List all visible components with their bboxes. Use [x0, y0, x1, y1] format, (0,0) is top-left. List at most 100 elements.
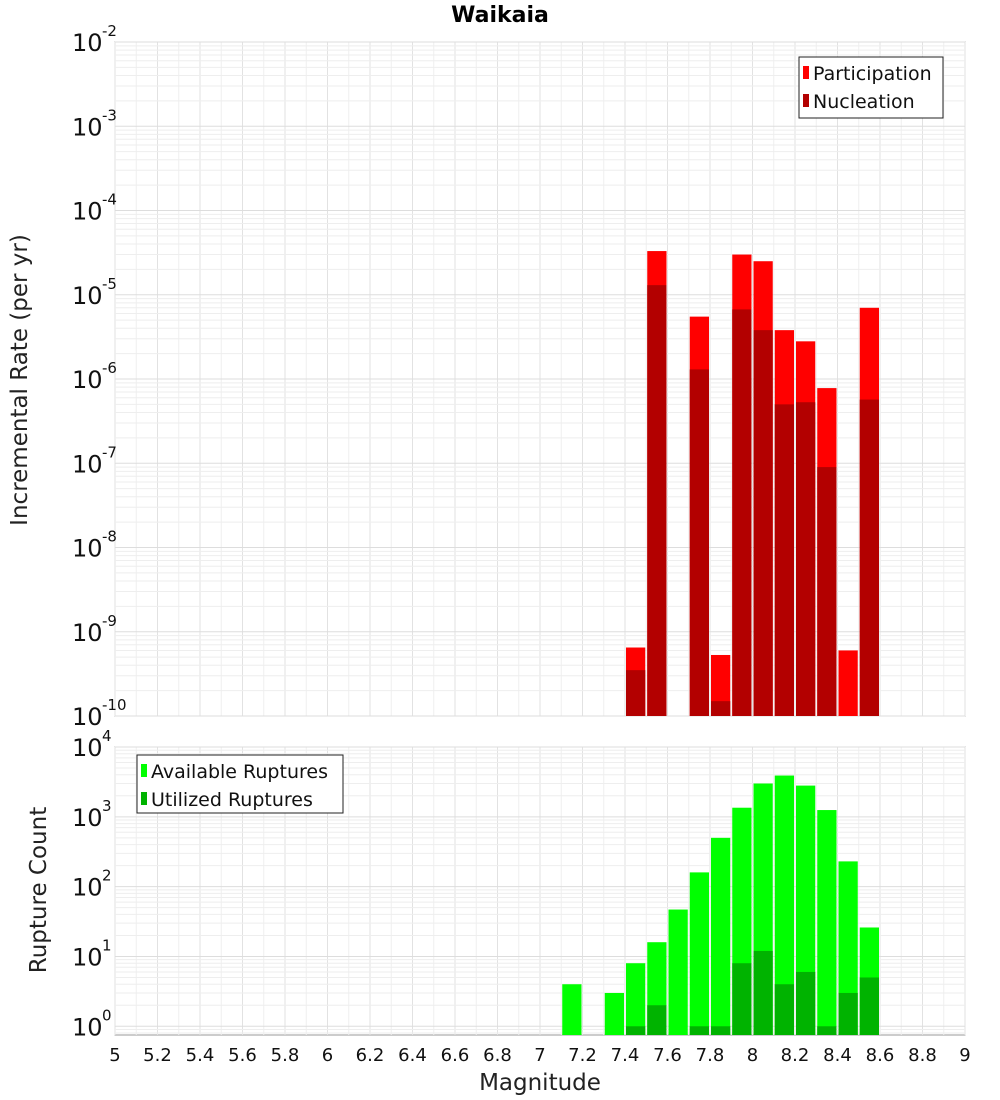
y-tick-exponent: -8: [102, 528, 117, 546]
x-tick-label: 5.6: [228, 1045, 257, 1066]
y-tick-label: 10: [72, 198, 103, 226]
bar-available-ruptures: [817, 810, 837, 1035]
legend-swatch: [803, 94, 809, 107]
y-tick-exponent: -6: [102, 359, 117, 377]
x-tick-label: 9: [959, 1045, 970, 1066]
y-tick-label: 10: [72, 734, 103, 762]
bar-nucleation: [711, 701, 731, 716]
y-tick-label: 10: [72, 619, 103, 647]
x-axis-title: Magnitude: [479, 1070, 601, 1096]
legend-label: Available Ruptures: [151, 761, 328, 783]
legend-box: [136, 754, 344, 814]
bar-nucleation: [732, 309, 752, 716]
bar-available-ruptures: [711, 837, 731, 1035]
top-bars: [626, 251, 879, 717]
y-tick-exponent: -7: [102, 443, 117, 461]
top-legend: Participation Nucleation: [798, 56, 944, 119]
y-tick-exponent: 3: [102, 797, 112, 815]
x-tick-label: 7.4: [611, 1045, 640, 1066]
x-tick-label: 6.2: [356, 1045, 385, 1066]
top-grid: [114, 41, 966, 717]
y-tick-exponent: -4: [102, 191, 117, 209]
bar-utilized-ruptures: [711, 1026, 731, 1035]
bottom-bars: [562, 775, 879, 1035]
bar-participation: [838, 650, 858, 716]
x-tick-label: 7.8: [696, 1045, 725, 1066]
bar-available-ruptures: [604, 992, 624, 1035]
bar-nucleation: [647, 285, 667, 716]
y-tick-exponent: 4: [102, 727, 112, 745]
x-tick-label: 5.8: [271, 1045, 300, 1066]
y-tick-label: 10: [72, 874, 103, 902]
bar-utilized-ruptures: [732, 963, 752, 1035]
bottom-legend: Available Ruptures Utilized Ruptures: [136, 754, 344, 814]
y-tick-exponent: -3: [102, 106, 117, 124]
y-tick-exponent: 1: [102, 936, 112, 954]
bar-utilized-ruptures: [817, 1026, 837, 1035]
y-tick-label: 10: [72, 703, 103, 731]
bar-utilized-ruptures: [838, 992, 858, 1035]
x-tick-label: 7: [534, 1045, 545, 1066]
bar-nucleation: [817, 467, 837, 716]
bar-nucleation: [796, 402, 816, 716]
x-tick-label: 5: [109, 1045, 120, 1066]
y-tick-label: 10: [72, 1013, 103, 1041]
legend-label: Nucleation: [813, 91, 915, 113]
bar-available-ruptures: [838, 861, 858, 1035]
y-tick-exponent: -5: [102, 275, 117, 293]
x-tick-label: 7.2: [568, 1045, 597, 1066]
bar-utilized-ruptures: [753, 950, 773, 1035]
x-tick-label: 8.8: [908, 1045, 937, 1066]
x-tick-label: 6.4: [398, 1045, 427, 1066]
x-tick-label: 6: [322, 1045, 333, 1066]
bar-available-ruptures: [626, 963, 646, 1035]
legend-label: Participation: [813, 63, 932, 85]
bar-utilized-ruptures: [647, 1005, 667, 1035]
legend-box: [798, 56, 944, 119]
y-tick-label: 10: [72, 366, 103, 394]
y-tick-label: 10: [72, 450, 103, 478]
bar-utilized-ruptures: [796, 971, 816, 1035]
x-tick-label: 7.6: [653, 1045, 682, 1066]
x-tick-label: 8.6: [866, 1045, 895, 1066]
bar-nucleation: [626, 670, 646, 716]
top-y-axis-title: Incremental Rate (per yr): [7, 234, 33, 526]
bar-available-ruptures: [774, 775, 794, 1035]
legend-swatch: [803, 66, 809, 79]
bar-utilized-ruptures: [626, 1026, 646, 1035]
top-panel: 10-210-310-410-510-610-710-810-910-10 Pa…: [72, 22, 966, 731]
y-tick-label: 10: [72, 804, 103, 832]
y-tick-label: 10: [72, 29, 103, 57]
bar-utilized-ruptures: [774, 984, 794, 1035]
bar-nucleation: [859, 399, 879, 716]
bar-nucleation: [753, 330, 773, 716]
bar-available-ruptures: [689, 872, 709, 1035]
bar-utilized-ruptures: [859, 977, 879, 1035]
y-tick-exponent: -9: [102, 612, 117, 630]
legend-label: Utilized Ruptures: [151, 789, 313, 811]
chart-title: Waikaia: [451, 3, 549, 28]
y-tick-label: 10: [72, 535, 103, 563]
y-tick-exponent: 0: [102, 1006, 112, 1024]
legend-swatch: [141, 764, 147, 777]
bottom-y-axis-title: Rupture Count: [26, 807, 52, 973]
y-tick-exponent: -2: [102, 22, 117, 40]
y-tick-label: 10: [72, 943, 103, 971]
y-tick-exponent: 2: [102, 867, 112, 885]
bar-available-ruptures: [668, 909, 688, 1035]
x-tick-label: 6.6: [441, 1045, 470, 1066]
top-y-ticks: 10-210-310-410-510-610-710-810-910-10: [72, 22, 127, 731]
bar-utilized-ruptures: [689, 1026, 709, 1035]
x-tick-label: 5.4: [186, 1045, 215, 1066]
x-tick-label: 6.8: [483, 1045, 512, 1066]
bar-nucleation: [689, 369, 709, 716]
bar-nucleation: [774, 404, 794, 716]
y-tick-exponent: -10: [102, 696, 127, 714]
bar-participation: [711, 654, 731, 716]
legend-swatch: [141, 792, 147, 805]
x-tick-label: 8.2: [781, 1045, 810, 1066]
x-tick-label: 5.2: [143, 1045, 172, 1066]
